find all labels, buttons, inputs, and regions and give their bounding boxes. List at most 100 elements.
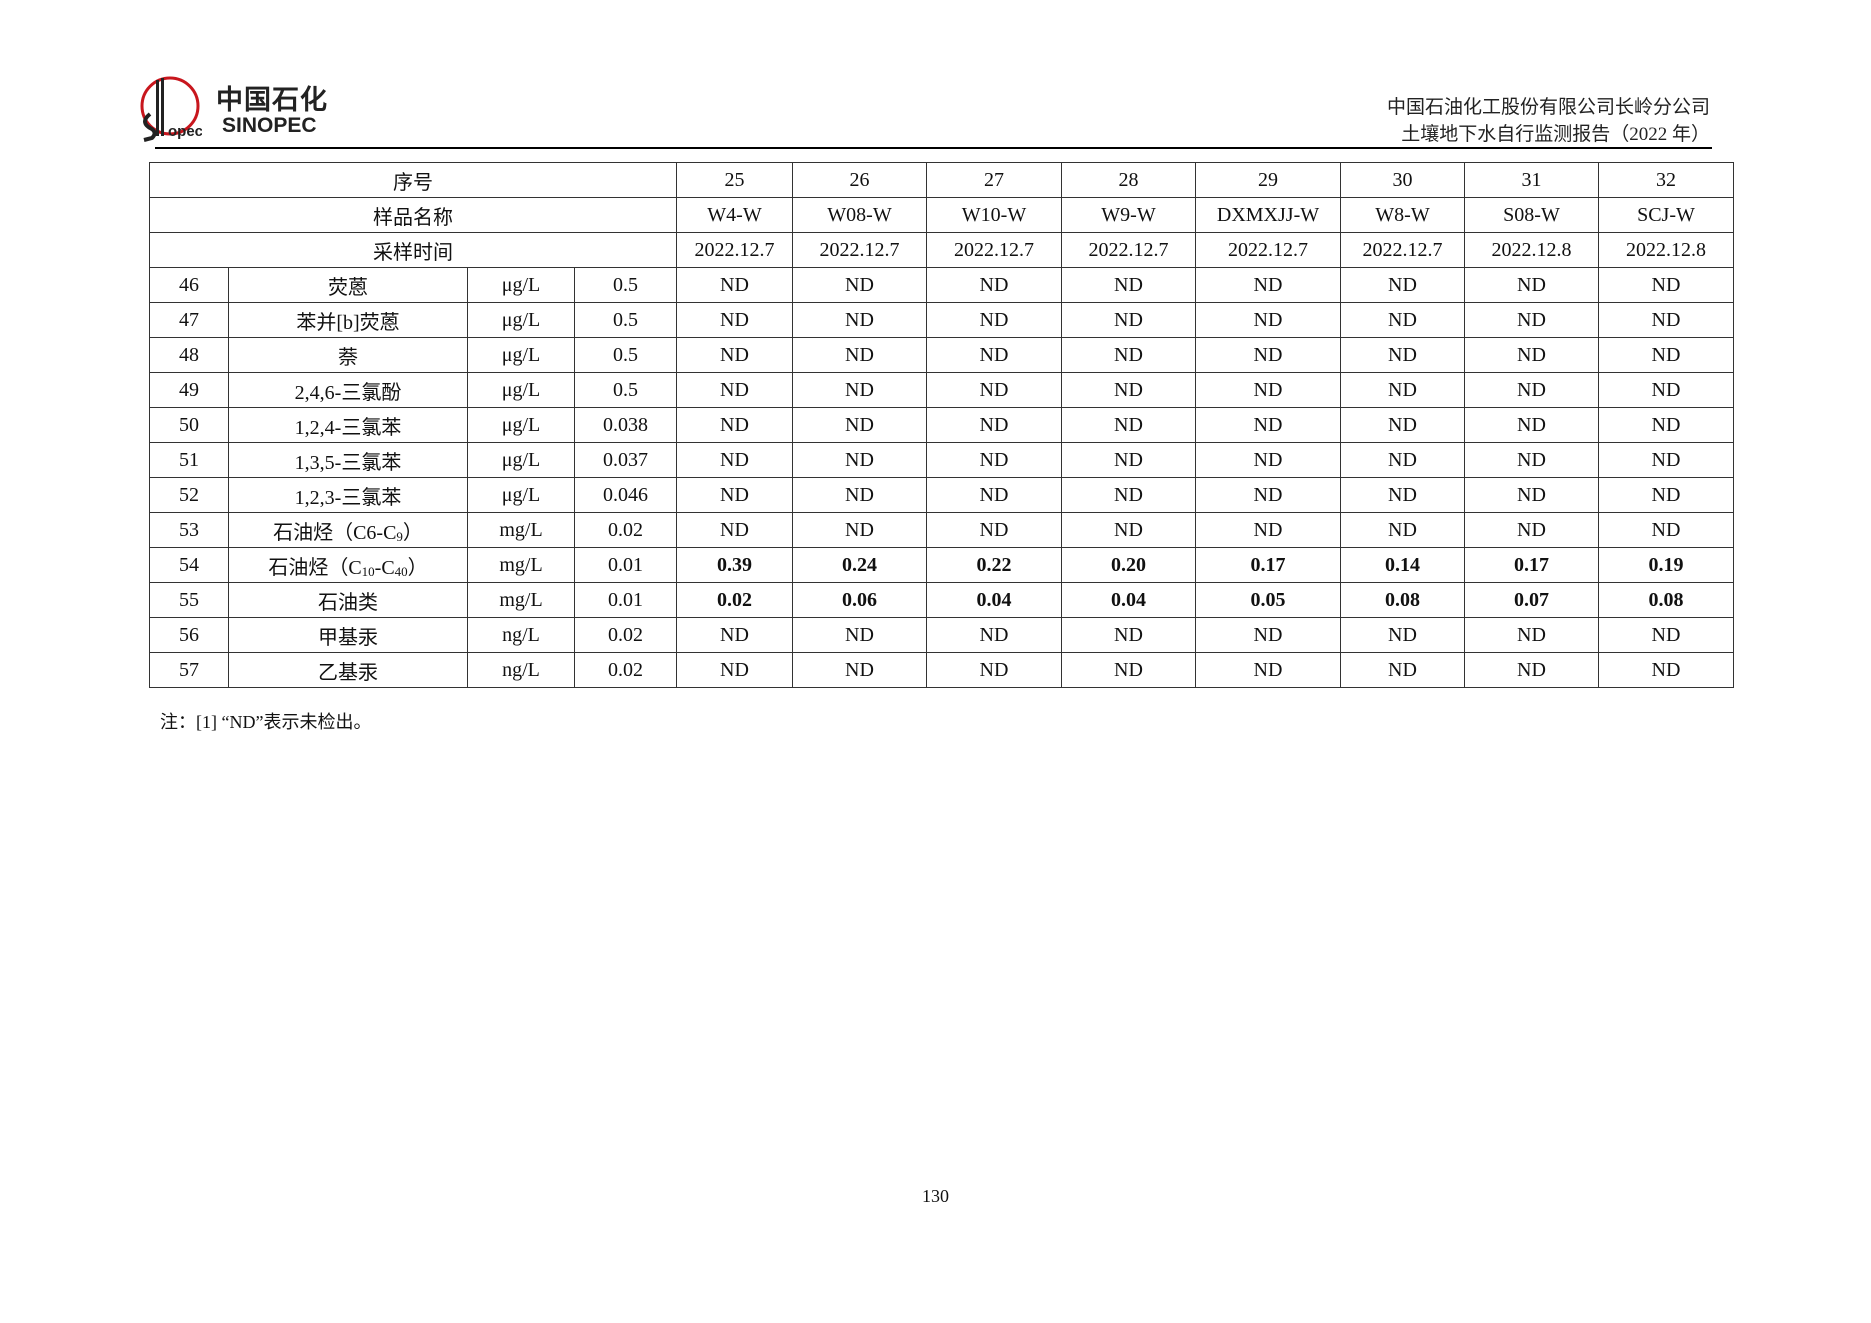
value-cell: ND	[1195, 337, 1341, 373]
header-cell: 2022.12.7	[1061, 232, 1196, 268]
unit: μg/L	[467, 477, 575, 513]
value-cell: ND	[1598, 407, 1734, 443]
sample-name-row: 样品名称 W4-W W08-W W10-W W9-W DXMXJJ-W W8-W S08-W S…	[149, 197, 1734, 233]
value-cell: ND	[1598, 512, 1734, 548]
header-cell: W4-W	[676, 197, 793, 233]
value-cell: ND	[676, 337, 793, 373]
value-cell: ND	[1195, 372, 1341, 408]
analyte-name: 萘	[228, 337, 468, 373]
header-cell: 2022.12.8	[1598, 232, 1734, 268]
analyte-name: 甲基汞	[228, 617, 468, 653]
value-cell: ND	[676, 442, 793, 478]
value-cell: ND	[1598, 267, 1734, 303]
value-cell: 0.08	[1598, 582, 1734, 618]
header-cell: DXMXJJ-W	[1195, 197, 1341, 233]
report-header: 中国石油化工股份有限公司长岭分公司 土壤地下水自行监测报告（2022 年）	[1387, 94, 1710, 148]
analyte-name: 1,2,3-三氯苯	[228, 477, 468, 513]
value-cell: ND	[926, 477, 1062, 513]
header-cell: 28	[1061, 162, 1196, 198]
header-cell: SCJ-W	[1598, 197, 1734, 233]
value-cell: ND	[1195, 652, 1341, 688]
header-cell: 25	[676, 162, 793, 198]
value-cell: ND	[1464, 302, 1599, 338]
value-cell: 0.24	[792, 547, 927, 583]
table-row: 48 萘 μg/L 0.5 ND ND ND ND ND ND ND ND	[149, 337, 1734, 373]
value-cell: ND	[1061, 617, 1196, 653]
value-cell: ND	[1195, 407, 1341, 443]
name-part: 2,4,6-三氯酚	[294, 381, 402, 404]
value-cell: ND	[1464, 512, 1599, 548]
row-number: 49	[149, 372, 229, 408]
header-cell: 31	[1464, 162, 1599, 198]
name-part: ）	[407, 556, 428, 579]
value-cell: ND	[1598, 442, 1734, 478]
value-cell: ND	[1464, 477, 1599, 513]
table-row: 56 甲基汞 ng/L 0.02 ND ND ND ND ND ND ND ND	[149, 617, 1734, 653]
analyte-name: 苯并[b]荧蒽	[228, 302, 468, 338]
name-part: 荧蒽	[328, 276, 368, 299]
value-cell: 0.22	[926, 547, 1062, 583]
detection-limit: 0.5	[574, 302, 677, 338]
unit: μg/L	[467, 372, 575, 408]
unit: mg/L	[467, 512, 575, 548]
value-cell: ND	[676, 407, 793, 443]
value-cell: ND	[1061, 652, 1196, 688]
page-number: 130	[922, 1186, 949, 1206]
value-cell: ND	[926, 302, 1062, 338]
value-cell: ND	[926, 407, 1062, 443]
value-cell: ND	[1340, 372, 1465, 408]
header-cell: 2022.12.7	[926, 232, 1062, 268]
unit: ng/L	[467, 617, 575, 653]
table-row: 47 苯并[b]荧蒽 μg/L 0.5 ND ND ND ND ND ND ND ND	[149, 302, 1734, 338]
value-cell: 0.17	[1195, 547, 1341, 583]
value-cell: ND	[792, 267, 927, 303]
name-part: 1,2,3-三氯苯	[294, 486, 402, 509]
value-cell: ND	[1061, 267, 1196, 303]
value-cell: ND	[676, 302, 793, 338]
name-part: 苯并[b]荧蒽	[296, 311, 400, 334]
value-cell: ND	[1464, 617, 1599, 653]
analyte-name: 石油烃（C10-C40）	[228, 547, 468, 583]
value-cell: ND	[1340, 267, 1465, 303]
table-row: 49 2,4,6-三氯酚 μg/L 0.5 ND ND ND ND ND ND ND ND	[149, 372, 1734, 408]
row-label: 采样时间	[149, 232, 677, 268]
value-cell: ND	[1340, 477, 1465, 513]
row-number: 53	[149, 512, 229, 548]
subscript: 9	[396, 528, 403, 544]
report-title: 土壤地下水自行监测报告（2022 年）	[1401, 124, 1710, 145]
value-cell: 0.02	[676, 582, 793, 618]
index-row: 序号 25 26 27 28 29 30 31 32	[149, 162, 1734, 198]
header-cell: 2022.12.7	[792, 232, 927, 268]
company-name: 中国石油化工股份有限公司长岭分公司	[1386, 97, 1710, 118]
value-cell: 0.05	[1195, 582, 1341, 618]
value-cell: ND	[1340, 442, 1465, 478]
row-number: 54	[149, 547, 229, 583]
detection-limit: 0.038	[574, 407, 677, 443]
value-cell: ND	[1340, 407, 1465, 443]
value-cell: ND	[926, 617, 1062, 653]
value-cell: ND	[792, 617, 927, 653]
value-cell: 0.06	[792, 582, 927, 618]
unit: μg/L	[467, 302, 575, 338]
value-cell: ND	[926, 337, 1062, 373]
value-cell: ND	[1340, 337, 1465, 373]
value-cell: ND	[792, 337, 927, 373]
value-cell: 0.07	[1464, 582, 1599, 618]
value-cell: 0.19	[1598, 547, 1734, 583]
sinopec-logo: opec 中国石化 SINOPEC	[136, 74, 336, 146]
value-cell: ND	[1598, 652, 1734, 688]
value-cell: ND	[1061, 302, 1196, 338]
unit: mg/L	[467, 582, 575, 618]
name-part: 萘	[338, 346, 358, 369]
value-cell: ND	[1195, 477, 1341, 513]
value-cell: ND	[792, 407, 927, 443]
name-part: ）	[402, 521, 423, 544]
value-cell: ND	[926, 372, 1062, 408]
value-cell: ND	[1598, 477, 1734, 513]
value-cell: ND	[676, 617, 793, 653]
detection-limit: 0.02	[574, 617, 677, 653]
value-cell: ND	[1340, 652, 1465, 688]
name-part: 石油烃（C	[268, 556, 362, 579]
value-cell: ND	[926, 442, 1062, 478]
name-part: -C	[374, 556, 395, 579]
